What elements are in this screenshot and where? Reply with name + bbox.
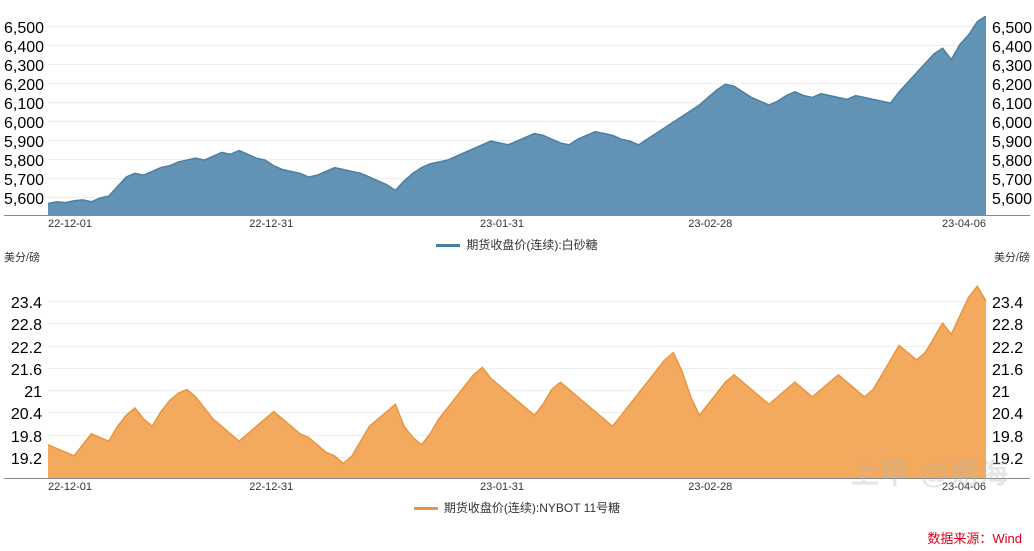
area-svg: [4, 16, 1030, 215]
panel-sugar-cny: 元/吨 元/吨 5,6005,6005,7005,7005,8005,8005,…: [4, 0, 1030, 259]
legend-2: 期货收盘价(连续):NYBOT 11号糖: [4, 497, 1030, 522]
footer-source: 数据来源：Wind: [4, 526, 1030, 551]
x-tick: 23-02-28: [688, 481, 732, 493]
x-tick: 23-01-31: [480, 481, 524, 493]
legend-1: 期货收盘价(连续):白砂糖: [4, 234, 1030, 259]
x-tick: 22-12-01: [48, 218, 92, 230]
y-unit-right-1: 元/吨: [1005, 0, 1030, 2]
legend-swatch-1: [436, 244, 460, 247]
x-tick: 23-02-28: [688, 218, 732, 230]
x-tick: 23-04-06: [942, 481, 986, 493]
x-tick: 23-04-06: [942, 218, 986, 230]
legend-swatch-2: [414, 507, 438, 510]
x-tick: 22-12-31: [249, 218, 293, 230]
x-tick: 23-01-31: [480, 218, 524, 230]
panel-sugar-nybot: 美分/磅 美分/磅 19.219.219.819.820.420.4212121…: [4, 263, 1030, 522]
y-unit-left-1: 元/吨: [4, 0, 29, 2]
x-axis-2: 22-12-01 22-12-31 23-01-31 23-02-28 23-04-06: [4, 479, 1030, 497]
x-tick: 22-12-31: [249, 481, 293, 493]
area-svg: [4, 279, 1030, 478]
y-unit-left-2: 美分/磅: [4, 249, 40, 265]
chart-container: 元/吨 元/吨 5,6005,6005,7005,7005,8005,8005,…: [0, 0, 1034, 551]
x-tick: 22-12-01: [48, 481, 92, 493]
legend-label-2: 期货收盘价(连续):NYBOT 11号糖: [444, 501, 620, 515]
legend-label-1: 期货收盘价(连续):白砂糖: [466, 238, 597, 252]
plot-area-1: 5,6005,6005,7005,7005,8005,8005,9005,900…: [4, 16, 1030, 216]
x-axis-1: 22-12-01 22-12-31 23-01-31 23-02-28 23-04-06: [4, 216, 1030, 234]
y-unit-right-2: 美分/磅: [994, 249, 1030, 265]
plot-area-2: 19.219.219.819.820.420.4212121.621.622.2…: [4, 279, 1030, 479]
